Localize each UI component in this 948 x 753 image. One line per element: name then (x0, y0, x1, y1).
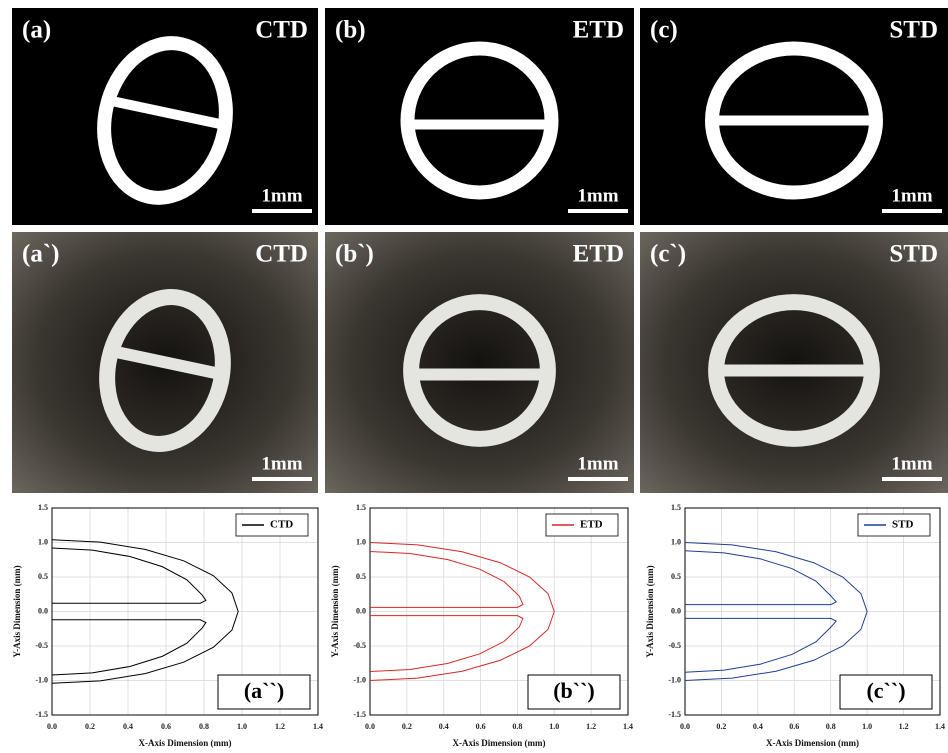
x-tick-label: 0.4 (753, 722, 763, 731)
y-tick-label: 1.0 (38, 537, 48, 546)
panel-label: (a) (22, 17, 51, 44)
panel-name: STD (889, 241, 938, 268)
panel-name: ETD (573, 241, 624, 268)
scale-label: 1mm (891, 453, 932, 474)
x-tick-label: 0.2 (716, 722, 726, 731)
x-tick-label: 1.4 (935, 722, 945, 731)
y-tick-label: -0.5 (35, 641, 48, 650)
panel-label: (c``) (866, 678, 905, 703)
y-axis-title: Y-Axis Dimension (mm) (645, 565, 655, 657)
x-axis-title: X-Axis Dimension (mm) (139, 738, 232, 748)
panel-label: (a``) (244, 678, 284, 703)
panel-name: ETD (573, 17, 624, 44)
scale-label: 1mm (577, 185, 618, 206)
y-tick-label: 1.0 (356, 537, 366, 546)
x-tick-label: 0.0 (47, 722, 57, 731)
panel-name: STD (889, 17, 938, 44)
x-tick-label: 0.6 (161, 722, 171, 731)
y-axis-title: Y-Axis Dimension (mm) (330, 565, 340, 657)
legend-label: STD (892, 519, 913, 531)
x-tick-label: 0.0 (680, 722, 690, 731)
x-tick-label: 0.8 (199, 722, 209, 731)
panel-label: (c) (650, 17, 678, 44)
x-tick-label: 1.0 (549, 722, 559, 731)
x-tick-label: 1.2 (586, 722, 596, 731)
x-tick-label: 1.0 (862, 722, 872, 731)
x-tick-label: 0.4 (123, 722, 133, 731)
x-tick-label: 0.4 (439, 722, 449, 731)
panel-label: (b) (335, 17, 366, 44)
y-axis-title: Y-Axis Dimension (mm) (12, 565, 22, 657)
y-tick-label: 0.0 (356, 606, 366, 615)
scale-label: 1mm (261, 453, 302, 474)
scale-label: 1mm (261, 185, 302, 206)
scale-label: 1mm (891, 185, 932, 206)
y-tick-label: 0.5 (356, 572, 366, 581)
x-tick-label: 0.2 (85, 722, 95, 731)
x-tick-label: 0.8 (826, 722, 836, 731)
y-tick-label: 0.5 (671, 572, 681, 581)
y-tick-label: -0.5 (353, 641, 366, 650)
scale-label: 1mm (577, 453, 618, 474)
y-tick-label: -1.5 (353, 710, 366, 719)
y-tick-label: 1.5 (38, 503, 48, 512)
x-tick-label: 1.2 (275, 722, 285, 731)
x-tick-label: 1.2 (899, 722, 909, 731)
panel-label: (c`) (650, 241, 686, 268)
x-tick-label: 0.0 (365, 722, 375, 731)
y-tick-label: 1.5 (671, 503, 681, 512)
y-tick-label: -0.5 (668, 641, 681, 650)
y-tick-label: 0.0 (671, 606, 681, 615)
y-tick-label: -1.5 (35, 710, 48, 719)
x-tick-label: 1.4 (623, 722, 633, 731)
y-tick-label: -1.0 (35, 675, 48, 684)
figure: (a) CTD 1mm (b) ETD 1mm (c) STD 1mm (a`) CTD 1mm (b`… (0, 0, 948, 753)
panel-label: (b``) (553, 678, 595, 703)
panel-label: (b`) (335, 241, 374, 268)
y-tick-label: 1.5 (356, 503, 366, 512)
y-tick-label: -1.5 (668, 710, 681, 719)
panel-name: CTD (255, 17, 308, 44)
y-tick-label: 0.5 (38, 572, 48, 581)
y-tick-label: -1.0 (668, 675, 681, 684)
x-axis-title: X-Axis Dimension (mm) (453, 738, 546, 748)
legend-label: CTD (270, 519, 293, 531)
y-tick-label: 1.0 (671, 537, 681, 546)
x-tick-label: 0.8 (512, 722, 522, 731)
panel-name: CTD (255, 241, 308, 268)
y-tick-label: 0.0 (38, 606, 48, 615)
legend-label: ETD (580, 519, 603, 531)
x-tick-label: 0.2 (402, 722, 412, 731)
x-axis-title: X-Axis Dimension (mm) (766, 738, 859, 748)
x-tick-label: 1.4 (313, 722, 323, 731)
y-tick-label: -1.0 (353, 675, 366, 684)
x-tick-label: 0.6 (476, 722, 486, 731)
x-tick-label: 0.6 (789, 722, 799, 731)
panel-label: (a`) (22, 241, 59, 268)
x-tick-label: 1.0 (237, 722, 247, 731)
